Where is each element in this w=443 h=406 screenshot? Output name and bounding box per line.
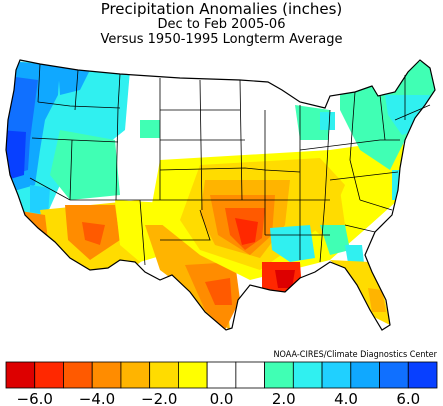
legend-tick-label: −2.0	[141, 390, 177, 406]
legend-tick-label: −4.0	[79, 390, 115, 406]
legend-bin	[235, 361, 265, 389]
legend-tick-label: −6.0	[17, 390, 53, 406]
legend-bin	[321, 361, 352, 389]
legend-bin	[379, 361, 409, 389]
legend-tick-label: 4.0	[334, 390, 358, 406]
legend-bin	[292, 361, 323, 389]
legend-bin	[177, 361, 208, 389]
legend-bin	[5, 361, 36, 389]
legend-bin	[407, 361, 438, 389]
legend-bin	[206, 361, 237, 389]
legend-bin	[149, 361, 179, 389]
baseline-note: Versus 1950-1995 Longterm Average	[100, 32, 343, 47]
legend-bin	[264, 361, 294, 389]
legend-bins	[5, 361, 438, 389]
legend-bin	[34, 361, 64, 389]
us-precipitation-map	[5, 59, 436, 331]
map-title: Precipitation Anomalies (inches)	[100, 0, 343, 18]
legend-tick-label: 0.0	[210, 390, 234, 406]
legend-bin	[91, 361, 122, 389]
legend-bin	[63, 361, 93, 389]
legend-ticks: −6.0 −4.0 −2.0 0.0 2.0 4.0 6.0	[17, 390, 421, 406]
color-scale-legend: −6.0 −4.0 −2.0 0.0 2.0 4.0 6.0	[5, 361, 438, 406]
state-boundaries	[5, 59, 436, 331]
map-subtitle: Dec to Feb 2005-06	[157, 17, 286, 32]
legend-tick-label: 6.0	[396, 390, 420, 406]
legend-bin	[120, 361, 151, 389]
data-credit: NOAA-CIRES/Climate Diagnostics Center	[273, 350, 437, 360]
legend-bin	[350, 361, 380, 389]
legend-tick-label: 2.0	[272, 390, 296, 406]
